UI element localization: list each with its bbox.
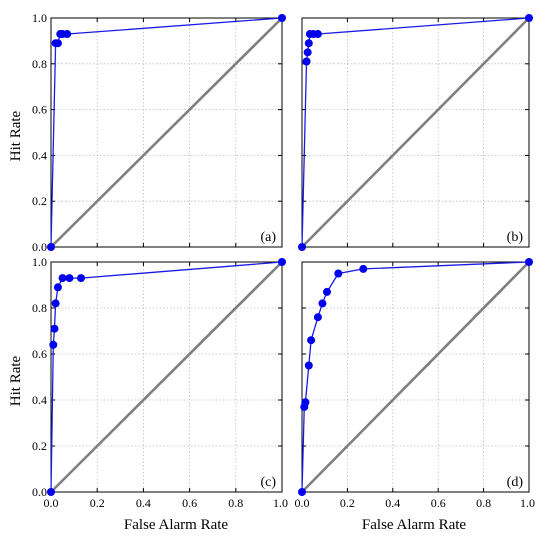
roc-point [50,324,59,333]
roc-point [49,340,58,349]
y-tick-label: 0.4 [32,148,47,162]
panel-label: (d) [507,475,524,490]
y-tick-label: 0.0 [32,485,47,499]
x-tick-label: 0.0 [295,496,310,510]
plot-frame [301,17,530,248]
panels: 0.00.20.40.60.81.0(a) (b)0.00.00.20.20.40… [32,11,535,510]
x-tick-label: 0.4 [136,496,151,510]
roc-point [304,361,313,370]
x-tick-label: 0.6 [182,496,197,510]
roc-point [298,488,306,496]
y-tick-label: 0.4 [32,393,47,407]
y-tick-label: 0.6 [32,103,47,117]
plot-frame [301,261,530,493]
roc-point [334,269,343,278]
plot-frame [50,17,283,248]
y-axis-label-top: Hit Rate [8,110,24,161]
roc-point [313,30,322,39]
roc-panel-c: 0.00.0 0.2 0.2 0.4 0.4 0.6 0.6 0.8 0.8 1.0 1.0 (c) [32,255,288,510]
roc-point [51,299,60,308]
roc-point [65,274,74,283]
panel-label: (b) [507,230,524,245]
roc-point [318,299,327,308]
roc-point [53,283,62,292]
roc-point [303,48,312,57]
roc-point [278,258,286,266]
x-tick-label: 0.8 [476,496,491,510]
roc-point [278,14,286,22]
roc-point [304,39,313,48]
panel-label: (c) [260,475,276,490]
roc-panel-b: (b) [298,14,533,251]
roc-point [322,287,331,296]
y-axis-label-bottom: Hit Rate [8,355,24,406]
plot-frame [50,261,283,493]
y-tick-label: 0.0 [32,240,47,254]
x-tick-label: 0.4 [385,496,400,510]
roc-point [53,39,62,48]
panel-label: (a) [260,230,276,245]
y-tick-label: 1.0 [32,11,47,25]
x-tick-label: 0.0 [44,496,59,510]
y-tick-label: 1.0 [32,255,47,269]
roc-point [301,398,310,407]
x-tick-label: 0.2 [90,496,105,510]
y-tick-label: 0.6 [32,347,47,361]
x-tick-label: 1.0 [273,496,288,510]
roc-point [47,243,55,251]
roc-point [359,264,368,273]
y-tick-label: 0.2 [32,439,47,453]
roc-point [298,243,306,251]
roc-point [313,313,322,322]
roc-point [58,274,67,283]
y-tick-label: 0.8 [32,57,47,71]
roc-point [63,30,72,39]
roc-point [47,488,55,496]
roc-point [307,336,316,345]
x-axis-label-left: False Alarm Rate [124,517,228,533]
x-tick-label: 0.2 [340,496,355,510]
roc-point [525,258,533,266]
chance-diagonal-line [301,17,530,248]
x-axis-label-right: False Alarm Rate [362,517,466,533]
chance-diagonal-line [50,17,283,248]
x-tick-label: 1.0 [520,496,535,510]
roc-point [77,274,86,283]
roc-point [525,14,533,22]
roc-point [302,57,311,66]
x-tick-label: 0.6 [431,496,446,510]
roc-panel-d: 0.0 0.2 0.4 0.6 0.8 1.0 (d) [295,258,535,510]
roc-panel-a: 0.0 0.2 0.4 0.6 0.8 1.0 (a) [32,11,286,254]
chance-diagonal-line [301,261,530,493]
x-tick-label: 0.8 [228,496,243,510]
chance-diagonal-line [50,261,283,493]
y-tick-label: 0.8 [32,301,47,315]
y-tick-label: 0.2 [32,194,47,208]
